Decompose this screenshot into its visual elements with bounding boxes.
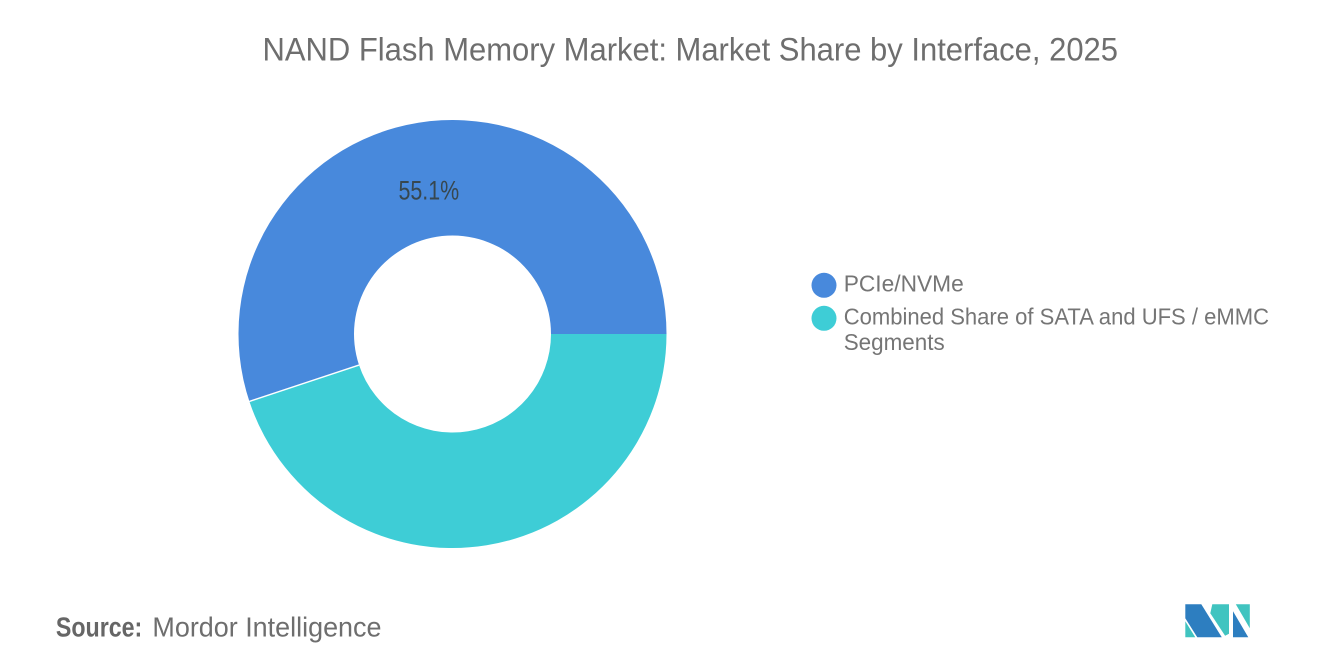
svg-text:Source:: Source: [56,612,142,643]
svg-text:55.1%: 55.1% [399,176,460,206]
svg-text:PCIe/NVMe: PCIe/NVMe [844,271,964,297]
svg-text:Mordor Intelligence: Mordor Intelligence [152,612,381,643]
svg-text:Combined Share of SATA and UFS: Combined Share of SATA and UFS / eMMC [844,304,1269,330]
svg-text:NAND Flash Memory Market: Mark: NAND Flash Memory Market: Market Share b… [263,32,1119,68]
svg-text:Segments: Segments [844,329,945,355]
